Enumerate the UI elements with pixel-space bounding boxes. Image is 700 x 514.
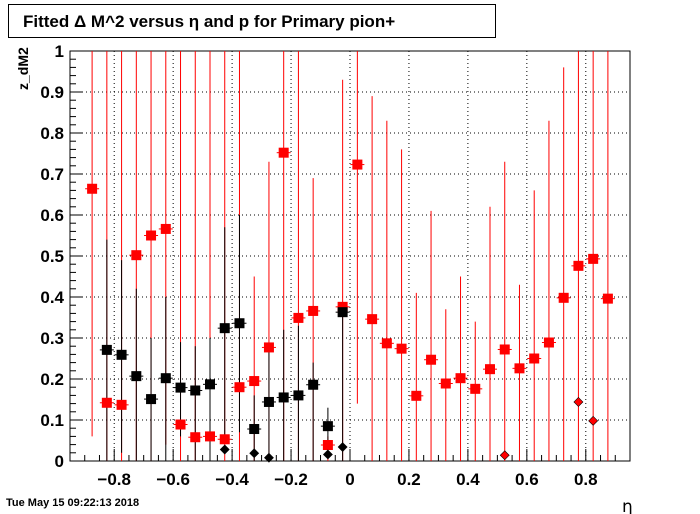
data-point <box>337 301 348 312</box>
x-axis-label: η <box>622 497 633 514</box>
x-tick-label: −0.6 <box>156 470 190 489</box>
data-point <box>529 353 540 364</box>
data-point <box>352 159 363 170</box>
x-tick-label: −0.4 <box>215 470 249 489</box>
data-point-diamond <box>264 452 274 463</box>
x-tick-label: 0.6 <box>515 470 539 489</box>
data-point <box>263 396 274 407</box>
data-point <box>263 342 274 353</box>
data-point-diamond <box>322 449 333 460</box>
y-tick-label: 0.1 <box>40 411 64 430</box>
data-point <box>175 382 186 393</box>
data-point <box>381 338 392 349</box>
data-point <box>440 378 451 389</box>
data-point-diamond <box>499 450 510 461</box>
data-point <box>116 349 127 360</box>
data-point <box>588 253 599 264</box>
data-point-diamond <box>573 397 584 407</box>
data-point <box>219 323 230 334</box>
data-point <box>234 382 245 393</box>
data-point <box>205 379 215 390</box>
y-tick-label: 0.9 <box>40 83 64 102</box>
y-tick-label: 0.7 <box>40 165 64 184</box>
data-point <box>485 364 495 375</box>
data-point <box>308 379 319 390</box>
data-point <box>87 183 98 194</box>
data-point <box>190 432 201 443</box>
x-axis: −0.8 −0.6 −0.4 −0.2 0 0.2 0.4 0.6 0.8 <box>69 449 631 489</box>
y-axis-label: z_dM2 <box>15 47 31 90</box>
data-point <box>396 343 407 354</box>
y-tick-label: 1 <box>55 42 64 61</box>
x-tick-label: −0.2 <box>274 470 308 489</box>
data-point <box>101 397 112 408</box>
y-axis: 0 0.1 0.2 0.3 0.4 0.5 0.6 0.7 0.8 0.9 1 <box>40 42 82 471</box>
data-point <box>131 250 142 261</box>
data-point <box>514 363 525 374</box>
y-tick-label: 0.6 <box>40 206 64 225</box>
data-point <box>190 385 201 396</box>
data-point <box>308 305 319 316</box>
data-point <box>499 344 510 355</box>
y-tick-label: 0.2 <box>40 370 64 389</box>
data-point <box>219 434 230 445</box>
data-point <box>470 383 481 394</box>
data-point-diamond <box>219 444 230 455</box>
y-tick-label: 0.8 <box>40 124 64 143</box>
y-tick-label: 0.5 <box>40 247 64 266</box>
data-point <box>293 312 304 323</box>
data-point <box>543 337 554 348</box>
x-tick-label: −0.8 <box>97 470 131 489</box>
y-tick-label: 0.3 <box>40 329 64 348</box>
data-point <box>367 314 378 325</box>
timestamp: Tue May 15 09:22:13 2018 <box>6 497 140 509</box>
data-point <box>322 421 333 432</box>
x-tick-label: 0.2 <box>397 470 421 489</box>
data-point <box>426 354 437 365</box>
data-point <box>131 371 142 382</box>
chart-title-box: Fitted Δ M^2 versus η and p for Primary … <box>8 4 496 38</box>
grid-lines <box>70 51 630 461</box>
data-point <box>278 147 289 158</box>
data-point <box>205 431 215 442</box>
data-point <box>249 376 260 387</box>
data-point-diamond <box>249 448 260 459</box>
data-point <box>175 419 186 430</box>
data-point <box>455 373 466 384</box>
data-point <box>573 260 584 271</box>
data-point <box>101 344 112 355</box>
y-tick-label: 0.4 <box>40 288 64 307</box>
data-point <box>160 373 171 384</box>
data-point <box>558 292 569 303</box>
data-point-diamond <box>337 442 348 452</box>
data-point <box>146 394 157 405</box>
x-tick-label: 0 <box>345 470 354 489</box>
data-markers <box>87 147 613 463</box>
data-point <box>322 440 333 451</box>
data-point <box>278 392 289 403</box>
x-tick-label: 0.8 <box>574 470 598 489</box>
chart-title: Fitted Δ M^2 versus η and p for Primary … <box>23 12 396 31</box>
data-point <box>337 307 348 318</box>
data-point <box>146 230 157 241</box>
data-point <box>116 399 127 410</box>
data-point <box>160 223 171 234</box>
data-point <box>234 318 245 329</box>
x-tick-label: 0.4 <box>456 470 480 489</box>
data-point <box>411 390 422 401</box>
data-point <box>602 293 613 304</box>
data-point-diamond <box>588 415 599 426</box>
data-point <box>293 390 304 401</box>
data-point <box>249 424 260 435</box>
y-tick-label: 0 <box>55 452 64 471</box>
